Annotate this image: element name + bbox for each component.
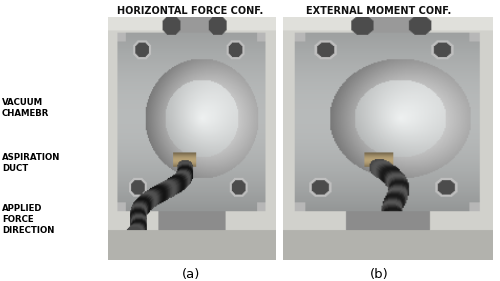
Text: (a): (a) — [182, 268, 200, 281]
Text: APPLIED
FORCE
DIRECTION: APPLIED FORCE DIRECTION — [2, 203, 54, 235]
Text: VACUUM
CHAMEBR: VACUUM CHAMEBR — [2, 98, 50, 118]
Text: ASPIRATION
DUCT: ASPIRATION DUCT — [2, 153, 60, 173]
Text: HORIZONTAL FORCE CONF.: HORIZONTAL FORCE CONF. — [117, 6, 263, 16]
Text: (b): (b) — [370, 268, 388, 281]
Text: EXTERNAL MOMENT CONF.: EXTERNAL MOMENT CONF. — [306, 6, 452, 16]
